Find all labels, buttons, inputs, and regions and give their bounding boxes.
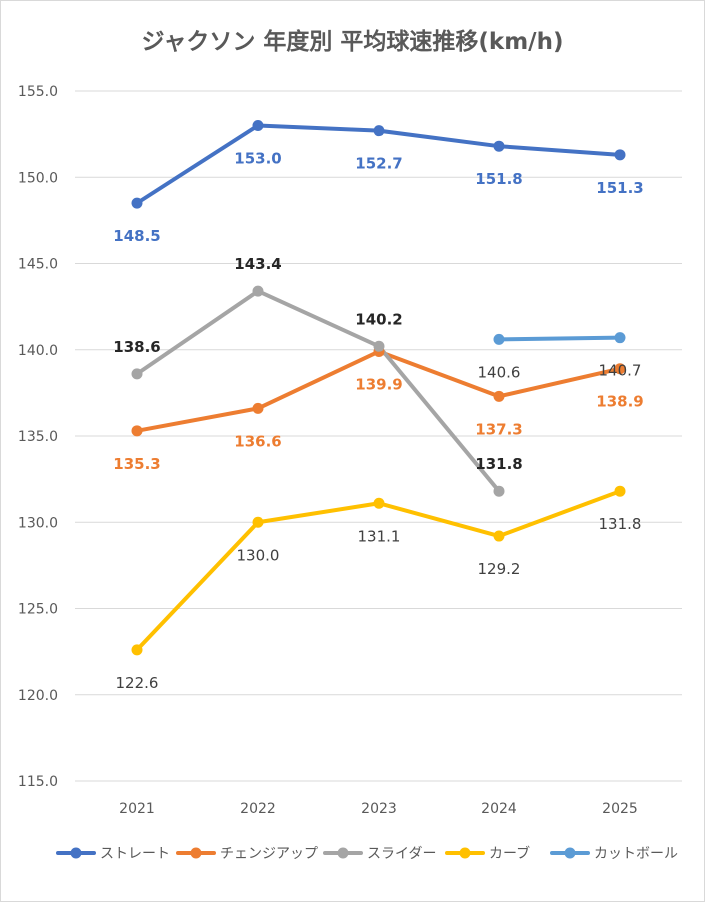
data-point[interactable] bbox=[131, 425, 143, 437]
legend-swatch-marker bbox=[190, 847, 202, 859]
data-label: 131.8 bbox=[475, 455, 522, 473]
legend-label[interactable]: カーブ bbox=[489, 845, 530, 862]
data-point[interactable] bbox=[131, 197, 143, 209]
data-label: 138.6 bbox=[113, 338, 160, 356]
data-point[interactable] bbox=[252, 516, 264, 528]
data-label: 152.7 bbox=[355, 155, 402, 173]
data-point[interactable] bbox=[252, 402, 264, 414]
series-line bbox=[135, 489, 622, 652]
x-tick-label: 2024 bbox=[481, 801, 517, 817]
legend-label[interactable]: ストレート bbox=[100, 846, 170, 862]
legend-label[interactable]: スライダー bbox=[367, 846, 436, 862]
data-label: 148.5 bbox=[113, 227, 160, 245]
data-point[interactable] bbox=[493, 390, 505, 402]
y-tick-label: 125.0 bbox=[18, 602, 58, 618]
data-point[interactable] bbox=[614, 485, 626, 497]
legend-label[interactable]: カットボール bbox=[594, 846, 678, 862]
y-tick-label: 115.0 bbox=[18, 774, 58, 790]
data-label: 136.6 bbox=[234, 432, 281, 450]
y-tick-label: 140.0 bbox=[18, 343, 58, 359]
data-point[interactable] bbox=[493, 333, 505, 345]
series-line bbox=[497, 335, 622, 342]
data-label: 140.2 bbox=[355, 310, 402, 328]
data-point[interactable] bbox=[131, 644, 143, 656]
data-label: 151.8 bbox=[475, 170, 522, 188]
data-label: 138.9 bbox=[596, 393, 643, 411]
chart-title: ジャクソン 年度別 平均球速推移(km/h) bbox=[141, 29, 564, 55]
data-point[interactable] bbox=[252, 120, 264, 131]
data-label: 131.8 bbox=[599, 515, 642, 533]
x-tick-label: 2023 bbox=[361, 801, 397, 817]
data-label: 153.0 bbox=[234, 150, 281, 168]
data-point[interactable] bbox=[373, 497, 385, 509]
data-label: 139.9 bbox=[355, 375, 402, 393]
x-tick-label: 2022 bbox=[240, 801, 276, 817]
data-label: 140.7 bbox=[599, 362, 642, 380]
x-tick-label: 2021 bbox=[119, 801, 155, 817]
data-label: 130.0 bbox=[237, 546, 280, 564]
y-tick-label: 130.0 bbox=[18, 515, 58, 531]
data-point[interactable] bbox=[614, 149, 626, 161]
y-tick-label: 145.0 bbox=[18, 257, 58, 273]
y-tick-label: 135.0 bbox=[18, 429, 58, 445]
data-point[interactable] bbox=[373, 125, 385, 137]
legend-label[interactable]: チェンジアップ bbox=[220, 846, 318, 862]
legend-swatch-marker bbox=[564, 847, 576, 859]
data-point[interactable] bbox=[614, 332, 626, 344]
data-point[interactable] bbox=[493, 485, 505, 497]
x-tick-label: 2025 bbox=[602, 801, 638, 817]
data-point[interactable] bbox=[252, 285, 264, 297]
data-point[interactable] bbox=[493, 530, 505, 542]
data-label: 135.3 bbox=[113, 455, 160, 473]
legend-swatch-marker bbox=[70, 847, 82, 859]
data-point[interactable] bbox=[373, 340, 385, 352]
data-label: 137.3 bbox=[475, 420, 522, 438]
y-tick-label: 155.0 bbox=[18, 84, 58, 100]
series-line bbox=[135, 289, 501, 494]
data-label: 140.6 bbox=[478, 363, 521, 381]
legend-swatch-marker bbox=[459, 847, 471, 859]
data-point[interactable] bbox=[493, 140, 505, 152]
data-label: 131.1 bbox=[358, 527, 401, 545]
data-label: 122.6 bbox=[116, 674, 159, 692]
y-tick-label: 150.0 bbox=[18, 170, 58, 186]
legend-swatch-marker bbox=[337, 847, 349, 859]
data-point[interactable] bbox=[614, 363, 626, 375]
data-label: 129.2 bbox=[478, 560, 521, 578]
data-point[interactable] bbox=[131, 368, 143, 380]
y-tick-label: 120.0 bbox=[18, 688, 58, 704]
data-label: 151.3 bbox=[596, 179, 643, 197]
data-label: 143.4 bbox=[234, 255, 281, 273]
